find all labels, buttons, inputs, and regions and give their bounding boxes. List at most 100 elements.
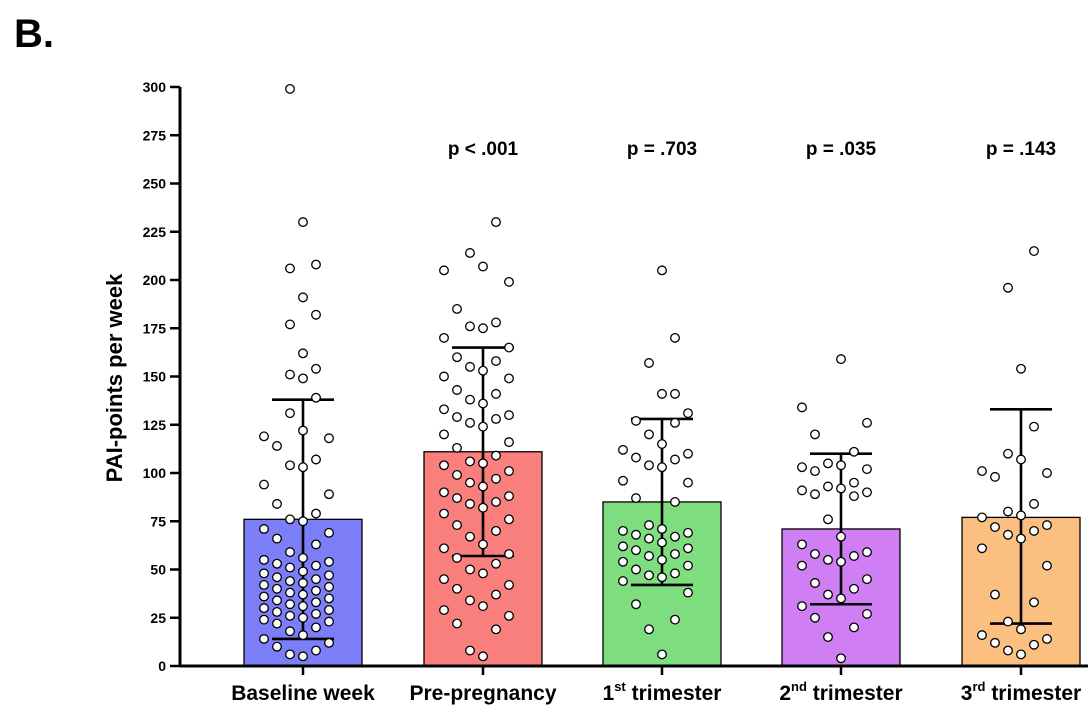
data-point-1-69: [311, 309, 321, 320]
data-point-3-41: [683, 408, 693, 419]
data-point-1-34: [272, 572, 282, 583]
data-point-3-46: [657, 265, 667, 276]
data-point-3-18: [618, 541, 628, 552]
data-point-1-21: [311, 597, 321, 608]
data-point-2-22: [452, 520, 462, 531]
data-point-4-12: [797, 560, 807, 571]
data-point-5-3: [1029, 639, 1039, 650]
data-point-1-47: [324, 527, 334, 538]
data-point-1-4: [272, 641, 282, 652]
data-point-5-16: [990, 522, 1000, 532]
data-point-2-21: [491, 525, 501, 536]
data-point-2-48: [439, 404, 449, 415]
data-point-1-60: [259, 431, 269, 442]
data-point-2-62: [465, 321, 475, 332]
data-point-4-14: [823, 554, 833, 565]
data-point-1-6: [259, 634, 269, 644]
data-point-1-49: [298, 516, 308, 527]
data-point-2-29: [504, 491, 514, 502]
data-point-3-27: [670, 497, 680, 507]
data-point-2-7: [478, 601, 488, 612]
data-point-1-27: [311, 585, 321, 596]
data-point-1-74: [285, 83, 295, 94]
data-point-5-10: [990, 589, 1000, 600]
data-point-2-11: [504, 579, 514, 590]
data-point-3-2: [644, 624, 654, 635]
data-point-4-34: [810, 429, 820, 440]
data-point-4-32: [823, 458, 833, 469]
data-point-1-73: [298, 217, 308, 228]
data-point-4-37: [836, 354, 846, 365]
y-tick-label-175: 175: [143, 320, 167, 336]
data-point-3-21: [670, 531, 680, 542]
data-point-3-6: [618, 576, 628, 587]
data-point-1-39: [311, 560, 321, 571]
data-point-4-20: [823, 514, 833, 525]
data-point-2-56: [465, 361, 475, 372]
y-axis-title: PAI-points per week: [102, 273, 127, 482]
data-point-2-10: [452, 583, 462, 594]
data-point-1-59: [324, 433, 334, 444]
data-point-1-64: [298, 373, 308, 384]
data-point-2-31: [478, 481, 488, 492]
data-point-4-4: [810, 612, 820, 623]
y-tick-label-300: 300: [143, 79, 167, 95]
y-tick-label-0: 0: [158, 658, 166, 674]
data-point-3-15: [670, 549, 680, 560]
data-point-4-30: [797, 462, 807, 473]
data-point-5-13: [1016, 533, 1026, 544]
data-point-1-19: [298, 601, 308, 612]
data-point-1-31: [298, 578, 308, 588]
data-point-4-35: [862, 417, 872, 428]
data-point-3-17: [683, 543, 693, 554]
data-point-4-31: [836, 460, 846, 471]
data-point-5-29: [1003, 282, 1013, 293]
data-point-4-9: [849, 583, 859, 594]
data-point-2-30: [439, 487, 449, 498]
data-point-2-44: [465, 417, 475, 428]
data-point-2-20: [465, 531, 475, 542]
data-point-2-39: [491, 450, 501, 461]
y-tick-label-100: 100: [143, 465, 167, 481]
data-point-5-8: [1003, 616, 1013, 627]
y-axis-title-group: PAI-points per week: [102, 273, 127, 482]
data-point-2-64: [452, 304, 462, 314]
data-point-3-19: [657, 537, 667, 548]
x-tick-label-1: Baseline week: [231, 682, 375, 705]
data-point-1-22: [272, 595, 282, 606]
data-point-5-25: [1016, 454, 1026, 465]
data-point-5-6: [977, 630, 987, 641]
data-point-2-69: [491, 217, 501, 228]
x-tick-label-4: 2nd trimester: [779, 679, 902, 705]
data-point-3-29: [683, 477, 693, 488]
data-point-2-41: [504, 437, 514, 448]
data-point-3-36: [618, 444, 628, 455]
data-point-5-19: [1016, 510, 1026, 521]
data-point-2-68: [465, 248, 475, 258]
data-point-2-53: [504, 373, 514, 384]
data-point-2-17: [504, 549, 514, 560]
data-point-2-45: [491, 414, 501, 424]
y-tick-label-200: 200: [143, 272, 167, 288]
data-point-5-4: [990, 637, 1000, 648]
data-point-3-16: [631, 545, 641, 556]
p-value-label-4: p = .035: [806, 139, 877, 160]
data-point-3-37: [657, 439, 667, 450]
data-point-2-19: [478, 539, 488, 550]
data-point-4-27: [849, 477, 859, 488]
data-point-2-24: [439, 508, 449, 519]
data-point-1-52: [272, 498, 282, 509]
data-point-4-7: [836, 593, 846, 604]
data-point-1-63: [311, 392, 321, 403]
data-point-3-13: [657, 554, 667, 565]
data-point-1-20: [285, 599, 295, 610]
data-point-5-2: [1003, 645, 1013, 656]
data-point-1-15: [311, 608, 321, 619]
data-point-5-27: [1029, 421, 1039, 432]
data-point-1-37: [298, 566, 308, 577]
data-point-1-40: [272, 558, 282, 569]
data-point-1-17: [324, 605, 334, 615]
data-point-3-44: [644, 358, 654, 368]
data-point-4-3: [849, 622, 859, 633]
y-tick-label-225: 225: [143, 224, 167, 240]
